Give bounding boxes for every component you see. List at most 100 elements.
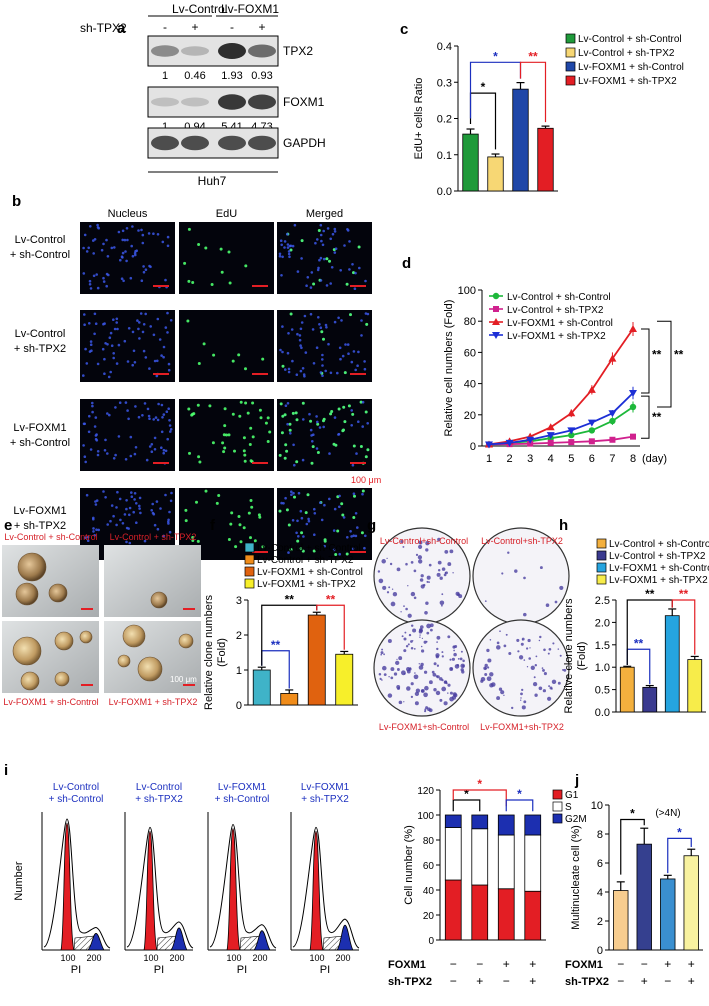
legend-entry: Lv-Control + sh-Control (257, 543, 361, 554)
g-colony (406, 669, 411, 674)
g-colony (405, 562, 408, 566)
g-colony (520, 642, 524, 646)
i-hist-x-tick: 100 (60, 953, 75, 963)
legend-swatch (244, 566, 255, 577)
g-colony (413, 569, 417, 573)
i-hist-x-label: PI (237, 964, 247, 976)
significance-bracket (641, 328, 650, 394)
e-label: Lv-Control + sh-TPX2 (110, 532, 197, 542)
b-nucleus-dot (282, 502, 285, 505)
b-edu-dot (212, 353, 216, 357)
b-nucleus-dot (140, 279, 144, 283)
j-sign: + (688, 974, 695, 988)
b-edu-dot (347, 404, 351, 408)
b-nucleus-dot (162, 448, 166, 452)
data-point (629, 389, 637, 397)
g-colony (486, 648, 490, 653)
stacked-bar-segment (444, 827, 462, 881)
b-nucleus-dot (126, 409, 129, 412)
y-tick-label: 2 (236, 630, 242, 642)
b-nucleus-dot (166, 331, 169, 334)
g-colony (548, 647, 552, 651)
g-colony (433, 687, 437, 692)
b-nucleus-dot (104, 438, 107, 442)
b-edu-dot (187, 227, 191, 231)
b-nucleus-dot (323, 503, 326, 507)
g-colony (413, 674, 419, 680)
b-nucleus-dot (125, 526, 129, 530)
blot-cell-line: Huh7 (198, 174, 227, 188)
g-colony (503, 644, 507, 648)
b-nucleus-dot (115, 317, 119, 321)
x-tick-label: 5 (568, 453, 574, 465)
b-column-title: Nucleus (108, 208, 148, 220)
b-nucleus-dot (100, 248, 104, 252)
b-nucleus-dot (128, 506, 132, 510)
g-colony (425, 548, 429, 552)
b-edu-dot (228, 281, 232, 285)
g-colony (441, 604, 443, 607)
g-colony (437, 568, 441, 572)
g-colony (387, 639, 392, 643)
b-nucleus-dot (356, 526, 359, 529)
i-hist-x-tick: 200 (169, 953, 184, 963)
b-nucleus-dot (151, 502, 154, 506)
b-nucleus-dot (130, 491, 133, 494)
y-tick-label: 60 (423, 861, 435, 872)
b-nucleus-dot (319, 223, 323, 227)
b-nucleus-dot (333, 320, 337, 324)
g-colony (427, 707, 431, 712)
b-edu-dot (288, 428, 292, 432)
bar (613, 890, 629, 951)
b-edu-dot (197, 362, 201, 365)
significance-bracket (452, 799, 481, 812)
b-nucleus-dot (278, 254, 282, 258)
g-colony (439, 600, 445, 606)
g-colony (441, 567, 446, 571)
b-edu-dot (264, 421, 268, 425)
b-edu-dot (342, 405, 346, 409)
b-edu-dot (208, 404, 212, 408)
b-edu-dot (246, 411, 250, 415)
b-nucleus-dot (115, 506, 118, 509)
i-hist-title: + sh-Control (49, 794, 104, 805)
g-colony (403, 637, 407, 641)
b-edu-dot (289, 548, 293, 552)
b-nucleus-dot (331, 232, 335, 236)
i-sign: + (529, 957, 536, 971)
b-nucleus-dot (309, 312, 313, 316)
g-colony (441, 593, 444, 596)
b-nucleus-dot (136, 319, 139, 322)
y-tick-label: 0 (470, 441, 476, 453)
g-colony (486, 676, 492, 682)
b-row-label: Lv-Control (15, 328, 66, 340)
b-nucleus-dot (84, 536, 87, 539)
b-nucleus-dot (288, 244, 292, 248)
b-nucleus-dot (351, 547, 355, 551)
b-edu-dot (259, 416, 263, 420)
b-nucleus-dot (328, 452, 331, 455)
b-nucleus-dot (318, 426, 322, 429)
b-nucleus-dot (364, 279, 367, 283)
g-colony (386, 591, 390, 594)
g-colony (499, 630, 501, 633)
b-nucleus-dot (95, 273, 98, 276)
b-nucleus-dot (141, 241, 145, 245)
b-nucleus-dot (92, 274, 96, 278)
bar (664, 615, 680, 713)
g-colony (378, 578, 384, 584)
b-row-label: Lv-Control (15, 234, 66, 246)
b-edu-dot (248, 443, 252, 446)
b-edu-dot (349, 313, 352, 317)
g-colony (445, 571, 448, 575)
blot-band (218, 94, 246, 110)
b-scale-label: 100 μm (351, 475, 381, 485)
b-nucleus-dot (93, 534, 96, 537)
b-nucleus-dot (330, 266, 334, 269)
b-edu-dot (227, 538, 231, 541)
blot-quant-value: 1 (162, 121, 168, 133)
g-colony (386, 557, 388, 560)
g-colony (401, 635, 404, 638)
b-nucleus-dot (316, 268, 320, 272)
g-colony (408, 633, 412, 637)
